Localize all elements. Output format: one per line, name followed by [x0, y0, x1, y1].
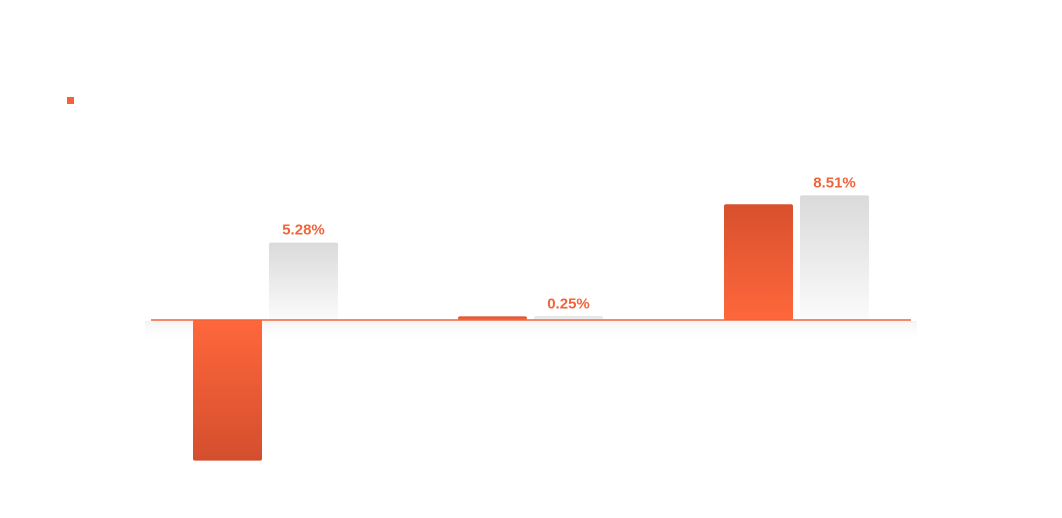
bar-series1-group2 [458, 316, 527, 320]
bar-series2-group3 [800, 195, 869, 320]
bar-series1-group1 [193, 320, 262, 461]
bar-series1-group3 [724, 204, 793, 320]
bar-series2-group2 [534, 316, 603, 320]
baseline-shadow [145, 321, 917, 343]
data-label-group3: 8.51% [813, 174, 856, 191]
legend-marker-icon [67, 97, 74, 104]
bar-series2-group1 [269, 242, 338, 320]
data-label-group1: 5.28% [282, 222, 325, 239]
data-label-group2: 0.25% [547, 295, 590, 312]
